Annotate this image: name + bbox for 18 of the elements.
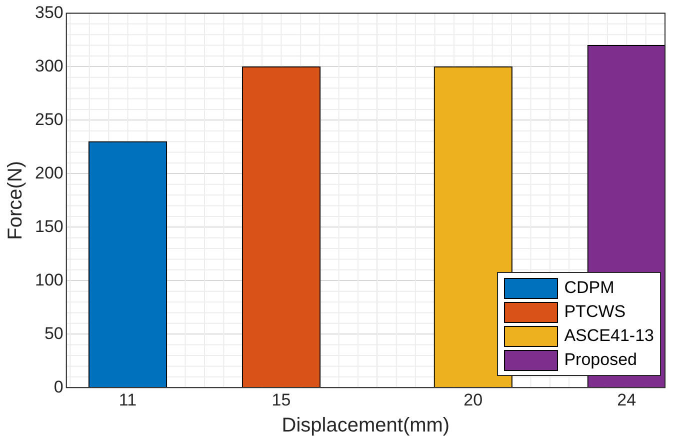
y-tick-label: 350 [34, 2, 64, 22]
x-tick-label: 15 [272, 390, 291, 410]
x-tick-label: 11 [118, 390, 137, 410]
y-axis-title: Force(N) [4, 160, 27, 240]
y-tick-label: 300 [34, 56, 64, 76]
legend-label: PTCWS [564, 301, 626, 323]
legend-label: ASCE41-13 [564, 325, 654, 347]
y-tick-label: 150 [34, 216, 64, 236]
y-tick-label: 0 [54, 377, 64, 396]
y-tick-label: 50 [44, 324, 64, 343]
y-tick-label: 250 [34, 110, 64, 129]
legend-label: Proposed [564, 349, 637, 371]
x-axis-title: Displacement(mm) [282, 414, 450, 437]
x-tick-label: 24 [617, 390, 636, 410]
legend-label: CDPM [564, 277, 614, 299]
x-tick-label: 20 [464, 390, 483, 410]
y-tick-label: 100 [34, 270, 64, 290]
y-tick-label: 200 [34, 163, 64, 182]
